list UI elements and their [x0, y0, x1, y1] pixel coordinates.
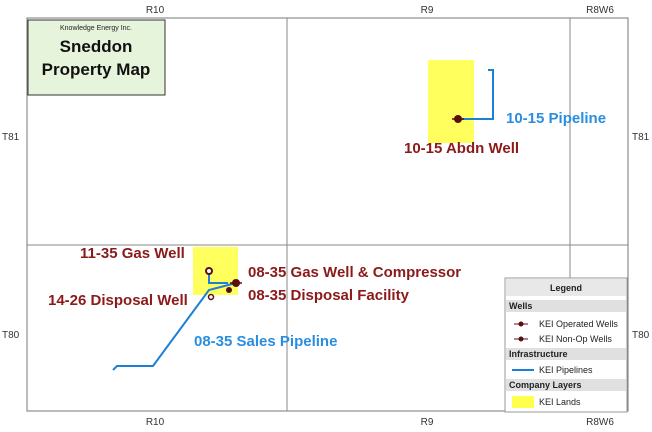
- legend-heading: Infrastructure: [509, 349, 568, 359]
- legend-section: [506, 348, 626, 360]
- legend-symbol: [512, 396, 534, 408]
- legend-item: KEI Pipelines: [539, 365, 593, 375]
- facility-label: 08-35 Disposal Facility: [248, 287, 410, 304]
- legend-section: [506, 379, 626, 391]
- township-label: T80: [2, 330, 20, 341]
- legend-header: [506, 279, 626, 296]
- well-marker: [226, 287, 232, 293]
- range-label: R10: [146, 5, 165, 16]
- pipeline: [112, 282, 237, 371]
- township-label: T80: [632, 330, 650, 341]
- kei-land: [428, 60, 474, 143]
- map-title: Sneddon: [60, 37, 133, 56]
- legend-item: KEI Operated Wells: [539, 319, 618, 329]
- pipeline: [458, 69, 494, 120]
- well-label: 08-35 Gas Well & Compressor: [248, 264, 461, 281]
- company-name: Knowledge Energy Inc.: [60, 25, 132, 32]
- well-marker: [207, 293, 215, 301]
- legend-title: Legend: [550, 283, 582, 293]
- range-label: R9: [421, 5, 434, 16]
- range-label: R8W6: [586, 5, 614, 16]
- township-label: T81: [2, 132, 20, 143]
- legend: Legend Wells KEI Operated Wells KEI Non-…: [504, 277, 628, 413]
- legend-box: [504, 277, 628, 413]
- range-label: R9: [421, 417, 434, 428]
- legend-item: KEI Non-Op Wells: [539, 334, 612, 344]
- well-label: 10-15 Abdn Well: [404, 140, 519, 157]
- title-box: [27, 19, 166, 96]
- pipeline-label: 10-15 Pipeline: [506, 110, 606, 127]
- legend-heading: Company Layers: [509, 380, 582, 390]
- range-label: R8W6: [586, 417, 614, 428]
- township-label: T81: [632, 132, 650, 143]
- well-marker: [205, 267, 213, 275]
- well-label: 14-26 Disposal Well: [48, 292, 188, 309]
- kei-land: [193, 247, 238, 295]
- range-label: R10: [146, 417, 165, 428]
- legend-section: [506, 300, 626, 312]
- well-label: 11-35 Gas Well: [80, 245, 185, 262]
- pipeline-label: 08-35 Sales Pipeline: [194, 333, 337, 350]
- legend-heading: Wells: [509, 301, 532, 311]
- legend-item: KEI Lands: [539, 397, 581, 407]
- map-title: Property Map: [42, 60, 151, 79]
